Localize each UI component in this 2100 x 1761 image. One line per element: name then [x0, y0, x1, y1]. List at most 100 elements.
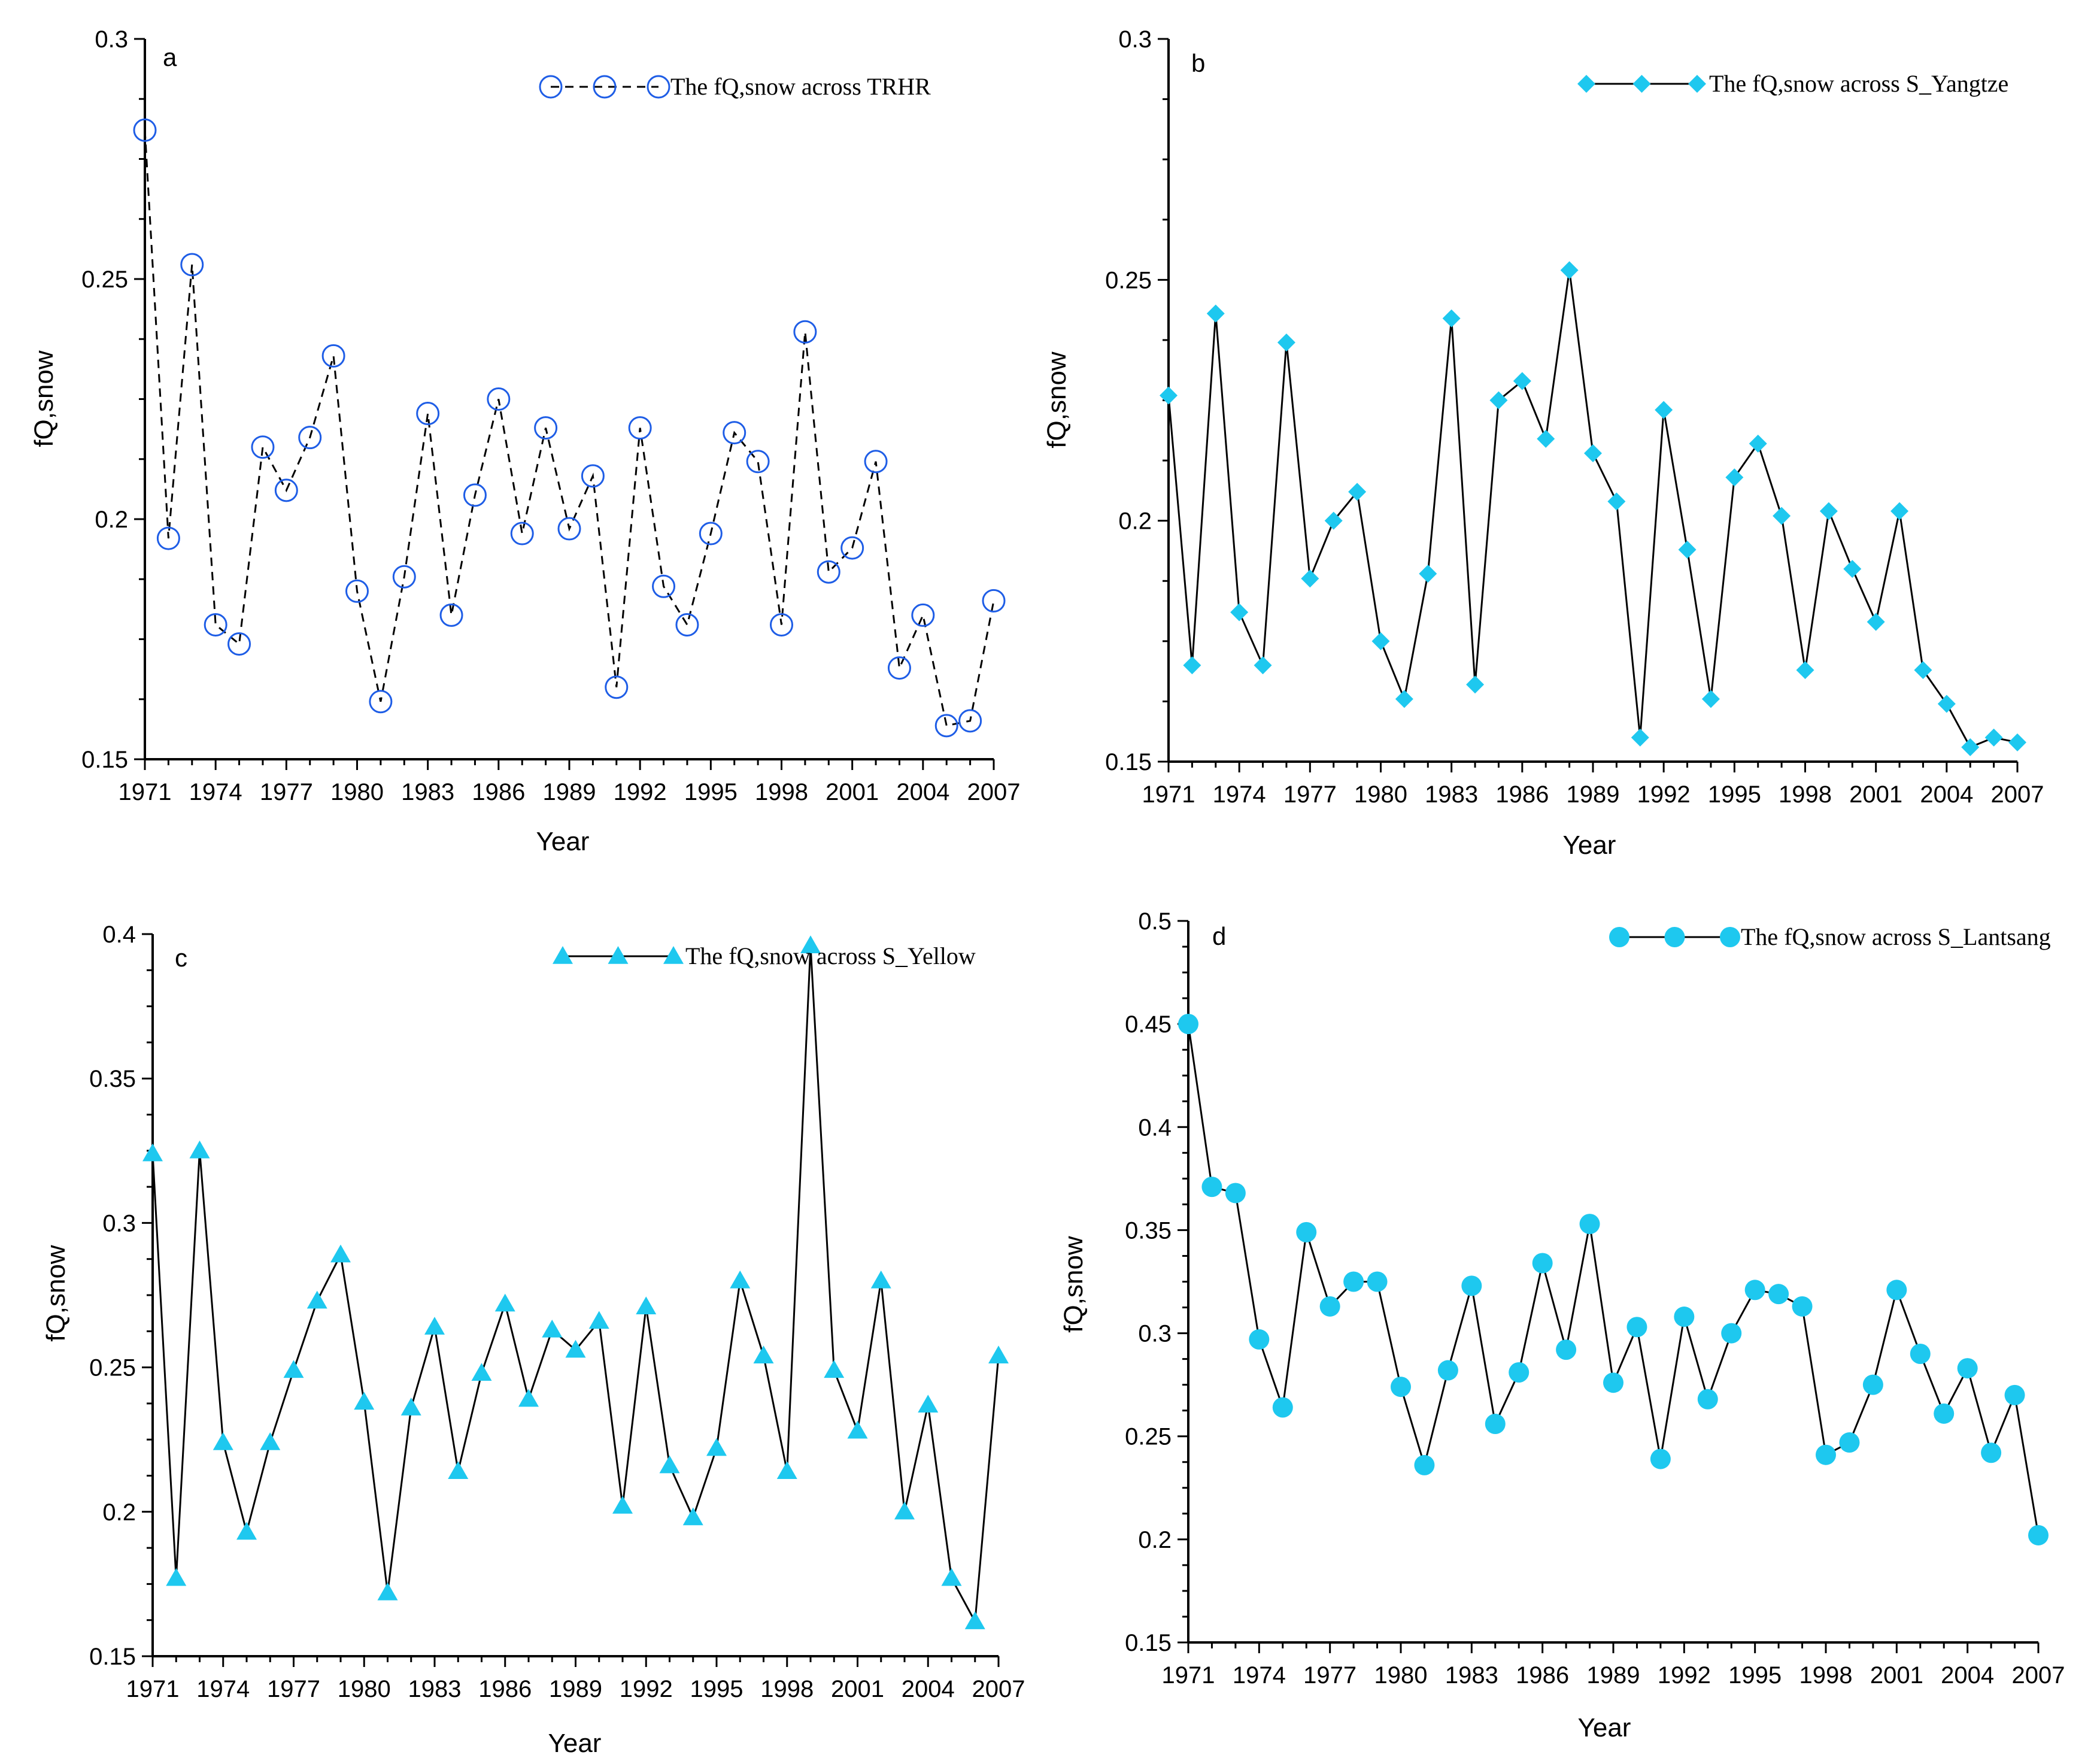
data-point: [1230, 603, 1249, 622]
data-point: [1981, 1442, 2002, 1463]
legend-marker: [539, 75, 563, 99]
x-tick-label: 1992: [1658, 1662, 1711, 1689]
data-point: [1725, 468, 1744, 487]
data-point: [864, 450, 888, 474]
data-point: [1773, 507, 1791, 525]
data-point: [142, 1143, 163, 1162]
data-point: [1225, 1183, 1246, 1204]
data-point: [1584, 444, 1602, 463]
data-point: [1626, 1317, 1647, 1338]
data-point: [1607, 492, 1626, 511]
data-point: [706, 1438, 727, 1456]
data-point: [800, 935, 821, 954]
x-tick-label: 1989: [1587, 1662, 1640, 1689]
data-point: [793, 320, 817, 344]
x-tick-label: 1989: [1567, 781, 1620, 808]
data-point: [557, 517, 581, 541]
data-point: [770, 613, 793, 636]
x-tick-label: 1983: [1425, 781, 1478, 808]
data-point: [1414, 1454, 1435, 1475]
panel-d-ticks: 0.15 0.2 0.25 0.3 0.35 0.4 0.45 0.5 1971 1974 1977…: [1125, 908, 2065, 1689]
y-tick-label: 0.15: [81, 747, 128, 773]
x-tick-label: 2001: [831, 1676, 884, 1702]
panel-a-x-axis-title: Year: [536, 827, 590, 856]
x-tick-label: 1977: [260, 779, 313, 805]
y-tick-label: 0.45: [1125, 1011, 1172, 1038]
data-point: [1254, 656, 1272, 675]
data-point: [894, 1501, 915, 1520]
x-tick-label: 1998: [755, 779, 808, 805]
data-point: [1579, 1214, 1600, 1235]
y-tick-label: 0.3: [1138, 1321, 1172, 1347]
data-point: [1843, 560, 1862, 578]
data-point: [274, 478, 298, 502]
legend-marker: [553, 946, 573, 964]
x-tick-label: 1974: [1233, 1662, 1286, 1689]
x-tick-label: 2007: [967, 779, 1021, 805]
data-point: [1206, 304, 1225, 323]
data-point: [1744, 1280, 1765, 1301]
panel-a-legend: The fQ,snow across TRHR: [539, 73, 931, 100]
x-tick-label: 1980: [330, 779, 384, 805]
data-point: [392, 565, 416, 589]
y-tick-label: 0.15: [89, 1644, 136, 1670]
data-point: [1910, 1344, 1931, 1364]
legend-marker: [663, 946, 684, 964]
data-point: [542, 1319, 563, 1338]
data-point: [345, 579, 369, 603]
data-point: [2004, 1384, 2025, 1405]
legend-marker: [608, 946, 629, 964]
data-point: [934, 714, 958, 738]
panel-a-legend-sample: [539, 75, 670, 99]
y-tick-label: 0.25: [1105, 267, 1152, 293]
y-tick-label: 0.15: [1105, 749, 1152, 775]
panel-d-x-axis-title: Year: [1578, 1713, 1631, 1742]
y-tick-label: 0.2: [102, 1499, 136, 1526]
x-tick-label: 1971: [1142, 781, 1195, 808]
data-point: [847, 1420, 868, 1439]
data-point: [746, 450, 770, 474]
data-point: [1348, 483, 1367, 501]
data-point: [824, 1360, 845, 1378]
panel-c-letter: c: [175, 944, 187, 972]
data-point: [298, 426, 322, 450]
x-tick-label: 1986: [1495, 781, 1549, 808]
data-point: [1324, 511, 1343, 530]
data-point: [565, 1339, 586, 1358]
data-point: [377, 1582, 398, 1601]
panel-b-ticks: 0.15 0.2 0.25 0.3 1971 1974 1977 1980 1983 1986 19…: [1105, 26, 2044, 808]
legend-marker: [1577, 75, 1595, 93]
panel-d-legend: The fQ,snow across S_Lantsang: [1609, 923, 2051, 950]
x-tick-label: 1995: [690, 1676, 744, 1702]
y-tick-label: 0.2: [95, 507, 128, 533]
x-tick-label: 1980: [338, 1676, 391, 1702]
data-point: [1532, 1253, 1553, 1274]
data-point: [982, 589, 1006, 613]
panel-a-series: [133, 118, 1006, 738]
data-point: [1701, 690, 1720, 708]
data-point: [204, 613, 227, 636]
panel-b-x-axis-title: Year: [1563, 831, 1616, 860]
y-tick-label: 0.15: [1125, 1630, 1172, 1656]
data-point: [628, 416, 652, 440]
data-point: [1674, 1307, 1695, 1327]
panel-d-legend-sample: [1609, 927, 1740, 947]
data-point: [1556, 1339, 1577, 1360]
data-point: [424, 1317, 445, 1335]
data-point: [1768, 1284, 1789, 1305]
data-point: [1984, 728, 2003, 747]
data-point: [133, 118, 157, 142]
x-tick-label: 1995: [1728, 1662, 1782, 1689]
data-point: [1419, 565, 1437, 583]
data-point: [870, 1270, 891, 1289]
data-point: [306, 1290, 327, 1309]
panel-a-letter: a: [163, 43, 177, 71]
x-tick-label: 1977: [1303, 1662, 1356, 1689]
data-point: [1650, 1448, 1671, 1469]
data-point: [236, 1521, 257, 1540]
data-point: [1319, 1296, 1340, 1317]
data-point: [964, 1611, 985, 1629]
data-point: [612, 1496, 633, 1514]
x-tick-label: 1989: [549, 1676, 602, 1702]
